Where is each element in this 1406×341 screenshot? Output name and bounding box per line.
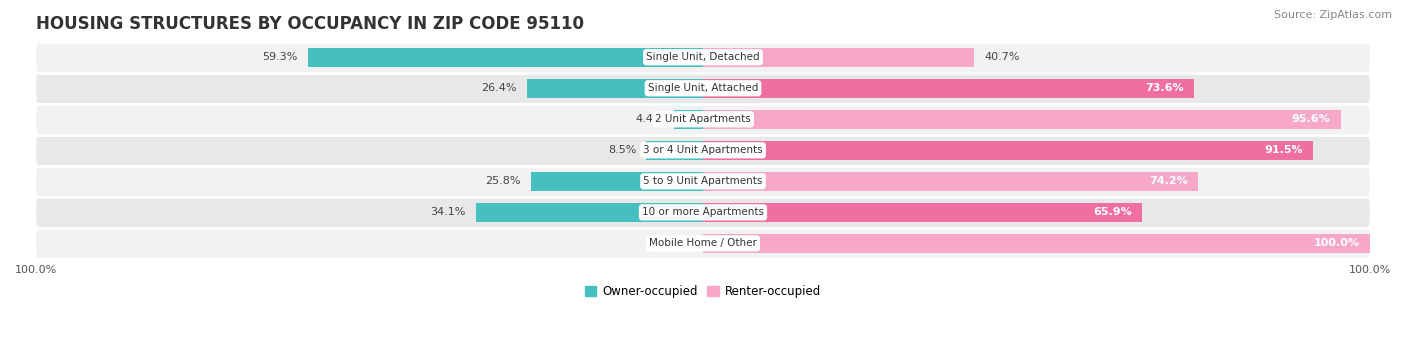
Text: 8.5%: 8.5% [607,145,637,155]
FancyBboxPatch shape [37,197,1369,228]
FancyBboxPatch shape [37,228,1369,259]
Text: 59.3%: 59.3% [262,52,298,62]
FancyBboxPatch shape [37,104,1369,135]
Text: 95.6%: 95.6% [1292,114,1330,124]
FancyBboxPatch shape [37,73,1369,104]
Text: 5 to 9 Unit Apartments: 5 to 9 Unit Apartments [644,176,762,186]
Text: 65.9%: 65.9% [1094,207,1132,217]
Text: 73.6%: 73.6% [1146,83,1184,93]
Bar [703,141,1313,160]
Bar [647,141,703,160]
Text: 26.4%: 26.4% [481,83,517,93]
Bar [703,172,1198,191]
FancyBboxPatch shape [37,42,1369,73]
Text: HOUSING STRUCTURES BY OCCUPANCY IN ZIP CODE 95110: HOUSING STRUCTURES BY OCCUPANCY IN ZIP C… [37,15,583,33]
Text: 100.0%: 100.0% [1313,238,1360,249]
Text: Single Unit, Attached: Single Unit, Attached [648,83,758,93]
Text: 10 or more Apartments: 10 or more Apartments [643,207,763,217]
FancyBboxPatch shape [37,166,1369,197]
FancyBboxPatch shape [37,135,1369,166]
Text: Source: ZipAtlas.com: Source: ZipAtlas.com [1274,10,1392,20]
Bar [308,47,703,67]
Bar [703,79,1194,98]
Text: 25.8%: 25.8% [485,176,522,186]
Bar [703,234,1369,253]
Bar [703,110,1340,129]
Bar [475,203,703,222]
Text: 91.5%: 91.5% [1264,145,1303,155]
Bar [527,79,703,98]
Bar [531,172,703,191]
Text: Mobile Home / Other: Mobile Home / Other [650,238,756,249]
Bar [703,47,974,67]
Text: 4.4%: 4.4% [636,114,664,124]
Text: 0.0%: 0.0% [665,238,693,249]
Legend: Owner-occupied, Renter-occupied: Owner-occupied, Renter-occupied [579,281,827,303]
Text: 34.1%: 34.1% [430,207,465,217]
Bar [673,110,703,129]
Text: Single Unit, Detached: Single Unit, Detached [647,52,759,62]
Bar [703,203,1143,222]
Text: 3 or 4 Unit Apartments: 3 or 4 Unit Apartments [643,145,763,155]
Text: 40.7%: 40.7% [984,52,1019,62]
Text: 74.2%: 74.2% [1149,176,1188,186]
Text: 2 Unit Apartments: 2 Unit Apartments [655,114,751,124]
